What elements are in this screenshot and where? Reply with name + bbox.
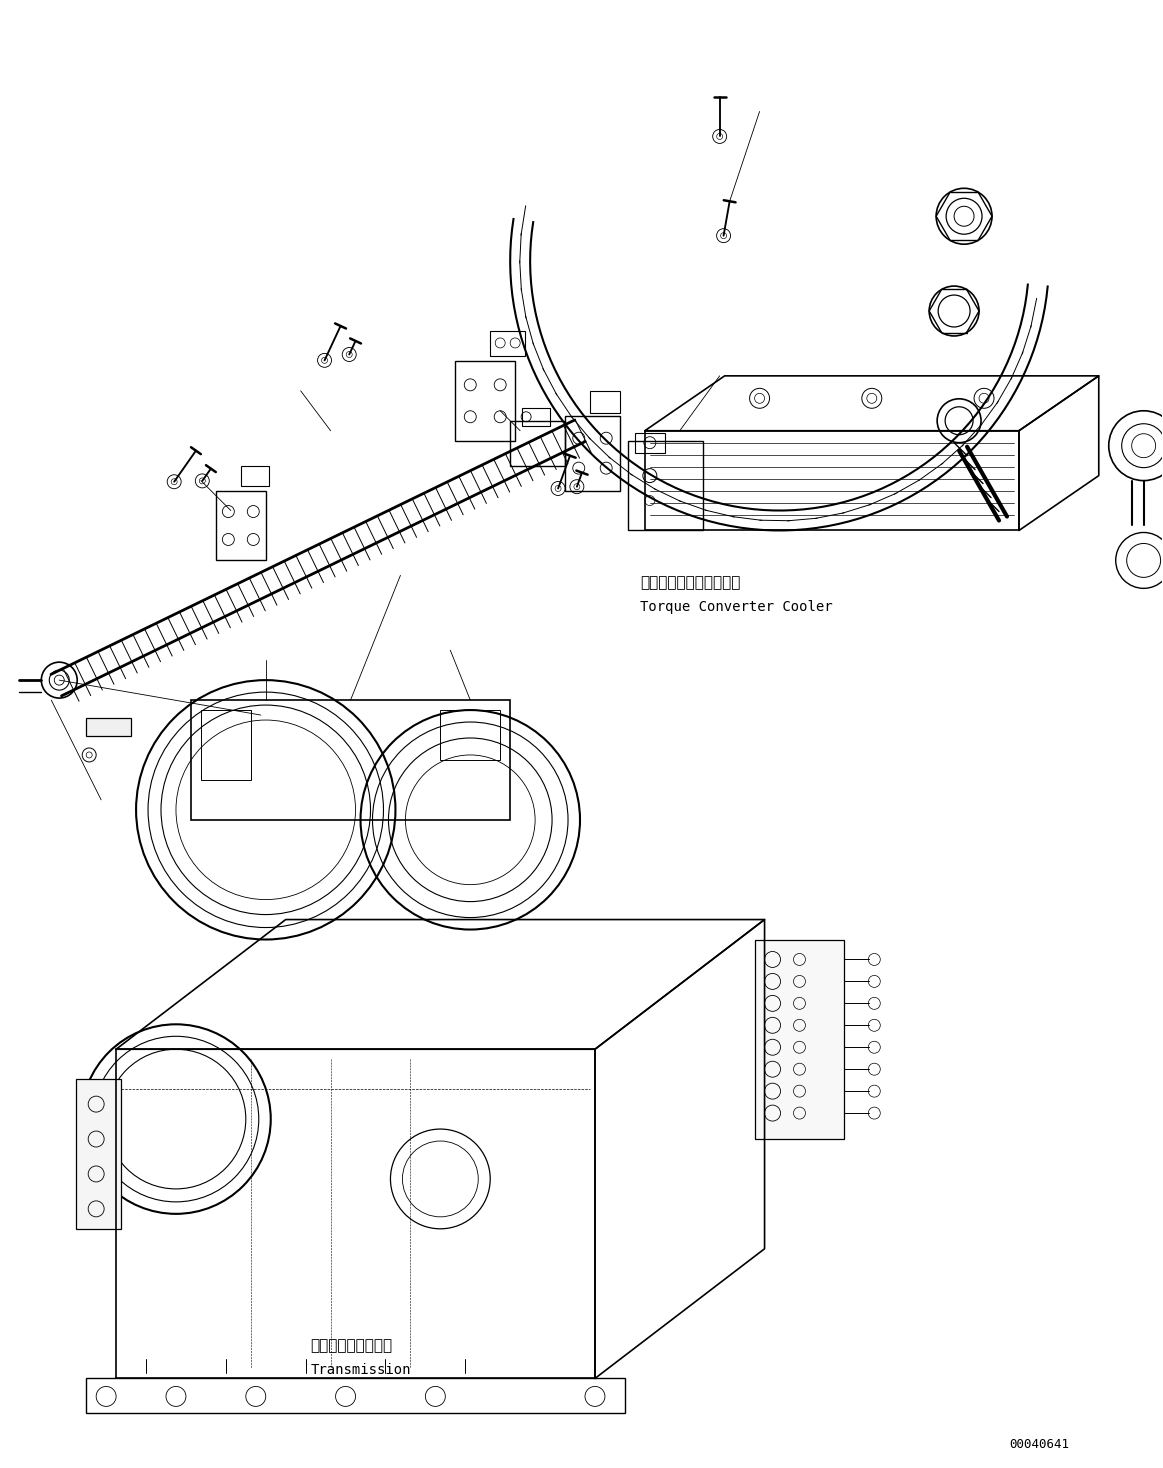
Bar	[77, 1079, 121, 1229]
Bar	[216, 490, 266, 561]
Bar	[455, 361, 515, 440]
Bar	[755, 940, 844, 1139]
Bar	[628, 440, 702, 530]
Text: Torque Converter Cooler: Torque Converter Cooler	[640, 600, 833, 614]
Bar	[491, 330, 526, 355]
Text: トルクコンバータクーラ: トルクコンバータクーラ	[640, 575, 740, 590]
Bar	[201, 711, 251, 780]
Bar	[241, 465, 269, 486]
Text: Transmission: Transmission	[311, 1364, 412, 1377]
Bar	[511, 421, 565, 465]
Bar	[565, 415, 620, 490]
Bar	[191, 700, 511, 819]
Bar	[590, 390, 620, 413]
Bar	[522, 408, 550, 426]
Text: トランスミッション: トランスミッション	[311, 1339, 393, 1353]
Bar	[86, 1378, 625, 1414]
Bar	[635, 433, 665, 452]
Bar	[86, 718, 131, 735]
Bar	[441, 711, 500, 760]
Text: 00040641: 00040641	[1009, 1439, 1069, 1452]
